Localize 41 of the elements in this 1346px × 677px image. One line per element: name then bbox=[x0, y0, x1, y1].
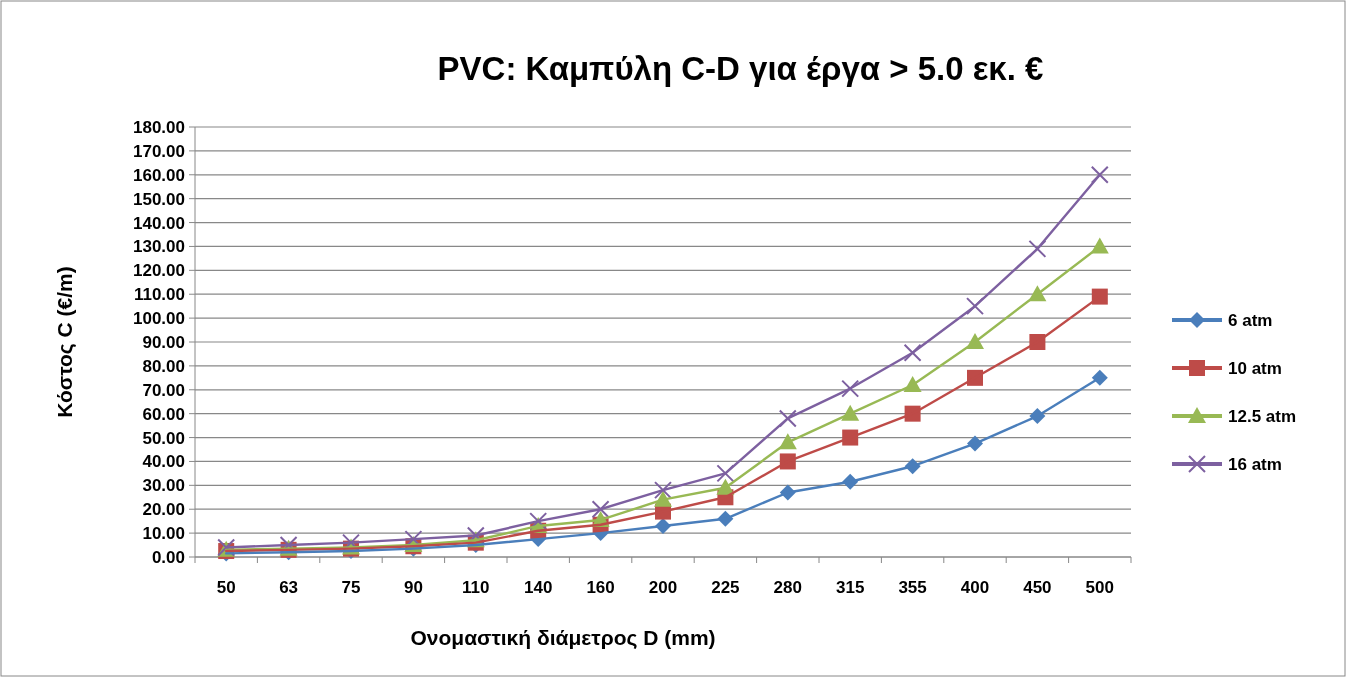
y-tick-label: 90.00 bbox=[142, 332, 185, 352]
y-tick-label: 80.00 bbox=[142, 356, 185, 376]
x-tick-label: 110 bbox=[462, 578, 490, 597]
y-tick-label: 20.00 bbox=[142, 500, 185, 520]
x-tick-label: 50 bbox=[216, 578, 236, 597]
x-tick-label: 90 bbox=[403, 578, 423, 597]
y-axis-title: Κόστος C (€/m) bbox=[53, 266, 77, 418]
x-tick-label: 355 bbox=[898, 578, 927, 597]
x-tick-label: 225 bbox=[711, 578, 740, 597]
y-tick-label: 30.00 bbox=[142, 476, 185, 496]
y-tick-label: 100.00 bbox=[133, 309, 185, 329]
x-axis-title: Ονομαστική διάμετρος D (mm) bbox=[410, 626, 716, 650]
y-tick-label: 160.00 bbox=[133, 165, 185, 185]
y-tick-label: 10.00 bbox=[142, 524, 185, 544]
x-tick-label: 500 bbox=[1085, 578, 1114, 597]
legend-label: 16 atm bbox=[1228, 454, 1282, 474]
y-tick-label: 140.00 bbox=[133, 213, 185, 233]
x-tick-label: 75 bbox=[341, 578, 361, 597]
x-tick-label: 450 bbox=[1023, 578, 1052, 597]
y-tick-label: 180.00 bbox=[133, 117, 185, 137]
y-tick-label: 150.00 bbox=[133, 189, 185, 209]
y-tick-label: 0.00 bbox=[151, 547, 185, 567]
y-tick-label: 130.00 bbox=[133, 237, 185, 257]
y-tick-label: 40.00 bbox=[142, 452, 185, 472]
x-tick-label: 315 bbox=[836, 578, 865, 597]
x-tick-label: 160 bbox=[586, 578, 615, 597]
legend-label: 10 atm bbox=[1228, 358, 1282, 378]
x-tick-label: 140 bbox=[524, 578, 553, 597]
legend-label: 12.5 atm bbox=[1228, 406, 1297, 426]
legend-label: 6 atm bbox=[1228, 310, 1273, 330]
x-tick-label: 63 bbox=[279, 578, 299, 597]
x-tick-label: 200 bbox=[648, 578, 678, 597]
y-tick-label: 70.00 bbox=[142, 380, 185, 400]
y-tick-label: 120.00 bbox=[133, 261, 185, 281]
chart-title: PVC: Καμπύλη C-D για έργα > 5.0 εκ. € bbox=[437, 50, 1044, 87]
x-tick-label: 400 bbox=[960, 578, 990, 597]
y-tick-label: 170.00 bbox=[133, 141, 185, 161]
y-tick-label: 60.00 bbox=[142, 404, 185, 424]
y-tick-label: 110.00 bbox=[133, 285, 185, 305]
x-tick-label: 280 bbox=[773, 578, 802, 597]
y-tick-label: 50.00 bbox=[142, 428, 185, 448]
